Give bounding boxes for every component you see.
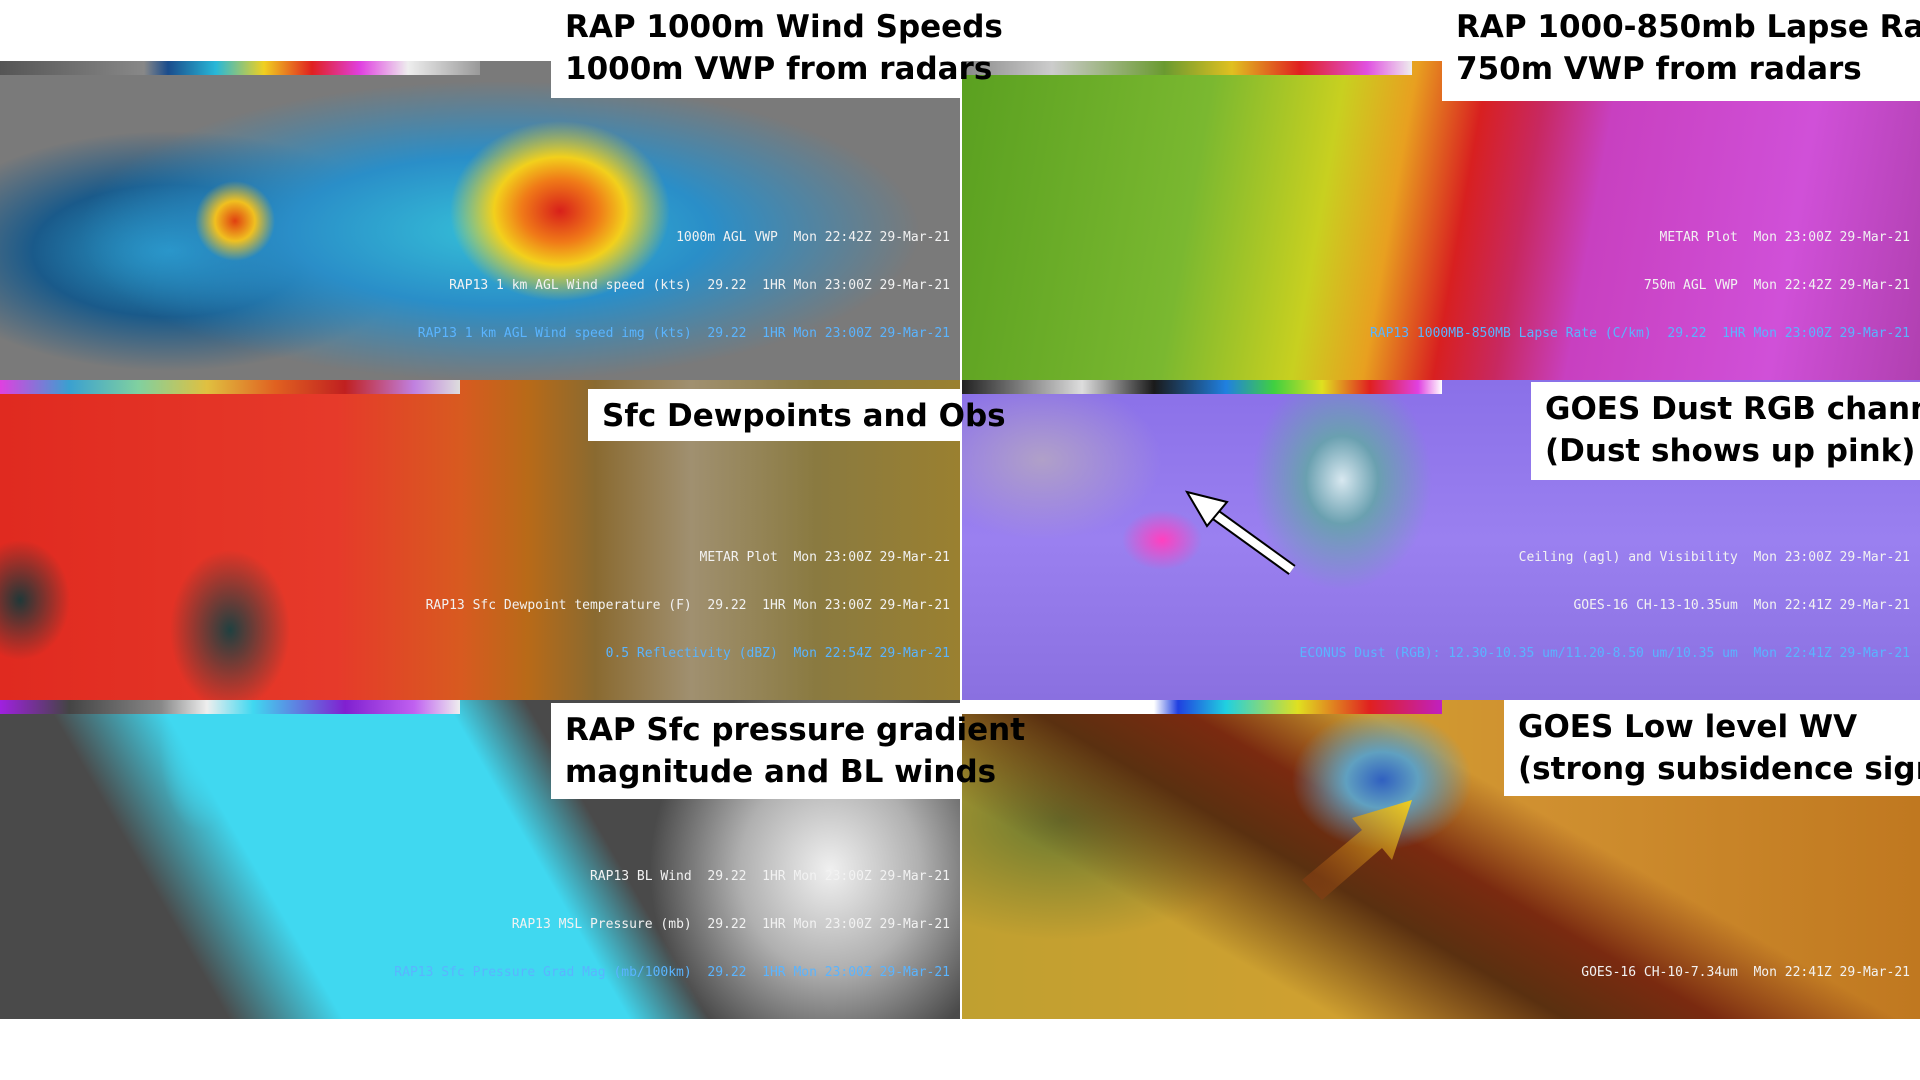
legend-text: GOES-16 CH-10-7.34um Mon 22:41Z 29-Mar-2… (1581, 933, 1910, 1013)
title-line: GOES Low level WV (1518, 709, 1858, 745)
legend-line: GOES-16 CH-13-10.35um Mon 22:41Z 29-Mar-… (1573, 598, 1910, 613)
title-line: RAP 1000m Wind Speeds (565, 9, 1003, 45)
map-panel: 1000m AGL VWP Mon 22:42Z 29-Mar-21 RAP13… (0, 61, 960, 380)
legend-text: RAP13 BL Wind 29.22 1HR Mon 23:00Z 29-Ma… (394, 837, 950, 1013)
legend-line: 750m AGL VWP Mon 22:42Z 29-Mar-21 (1643, 278, 1910, 293)
title-line: magnitude and BL winds (565, 754, 997, 790)
panel-title: Sfc Dewpoints and Obs (588, 389, 1006, 441)
map-panel: METAR Plot Mon 23:00Z 29-Mar-21 750m AGL… (962, 61, 1920, 380)
legend-line: 0.5 Reflectivity (dBZ) Mon 22:54Z 29-Mar… (605, 646, 950, 661)
legend-line: Ceiling (agl) and Visibility Mon 23:00Z … (1518, 550, 1910, 565)
title-line: (Dust shows up pink) (1545, 433, 1916, 469)
panel-title: RAP 1000m Wind Speeds 1000m VWP from rad… (551, 0, 1003, 98)
legend-line: 1000m AGL VWP Mon 22:42Z 29-Mar-21 (676, 230, 950, 245)
colorbar (0, 700, 460, 714)
title-line: Sfc Dewpoints and Obs (602, 398, 1006, 434)
legend-line: GOES-16 CH-10-7.34um Mon 22:41Z 29-Mar-2… (1581, 965, 1910, 980)
colorbar (962, 700, 1442, 714)
title-line: 1000m VWP from radars (565, 51, 993, 87)
title-line: (strong subsidence signal) (1518, 751, 1920, 787)
colorbar (962, 61, 1412, 75)
panel-title: GOES Low level WV (strong subsidence sig… (1504, 700, 1920, 796)
arrow (1184, 490, 1296, 575)
legend-line: RAP13 1 km AGL Wind speed img (kts) 29.2… (417, 326, 950, 341)
legend-line: RAP13 Sfc Dewpoint temperature (F) 29.22… (425, 598, 950, 613)
panel-title: RAP 1000-850mb Lapse Rates 750m VWP from… (1442, 0, 1920, 101)
arrow (1302, 800, 1412, 900)
colorbar (0, 61, 480, 75)
legend-text: Ceiling (agl) and Visibility Mon 23:00Z … (1300, 518, 1910, 694)
legend-line: METAR Plot Mon 23:00Z 29-Mar-21 (1659, 230, 1910, 245)
legend-line: RAP13 1000MB-850MB Lapse Rate (C/km) 29.… (1369, 326, 1910, 341)
legend-text: METAR Plot Mon 23:00Z 29-Mar-21 750m AGL… (1370, 198, 1910, 374)
panel-title: GOES Dust RGB channel (Dust shows up pin… (1531, 382, 1920, 480)
legend-line: RAP13 Sfc Pressure Grad Mag (mb/100km) 2… (394, 965, 950, 980)
title-line: RAP 1000-850mb Lapse Rates (1456, 9, 1920, 45)
colorbar (962, 380, 1442, 394)
title-line: RAP Sfc pressure gradient (565, 712, 1026, 748)
colorbar (0, 380, 460, 394)
legend-line: METAR Plot Mon 23:00Z 29-Mar-21 (699, 550, 950, 565)
map-panel: RAP13 BL Wind 29.22 1HR Mon 23:00Z 29-Ma… (0, 700, 960, 1019)
legend-line: RAP13 MSL Pressure (mb) 29.22 1HR Mon 23… (511, 917, 950, 932)
map-panel: GOES-16 CH-10-7.34um Mon 22:41Z 29-Mar-2… (962, 700, 1920, 1019)
legend-line: RAP13 BL Wind 29.22 1HR Mon 23:00Z 29-Ma… (589, 869, 950, 884)
legend-text: METAR Plot Mon 23:00Z 29-Mar-21 RAP13 Sf… (426, 518, 950, 694)
title-line: 750m VWP from radars (1456, 51, 1862, 87)
panel-title: RAP Sfc pressure gradient magnitude and … (551, 703, 1026, 799)
legend-line: RAP13 1 km AGL Wind speed (kts) 29.22 1H… (449, 278, 950, 293)
legend-text: 1000m AGL VWP Mon 22:42Z 29-Mar-21 RAP13… (418, 198, 950, 374)
legend-line: ECONUS Dust (RGB): 12.30-10.35 um/11.20-… (1299, 646, 1910, 661)
title-line: GOES Dust RGB channel (1545, 391, 1920, 427)
